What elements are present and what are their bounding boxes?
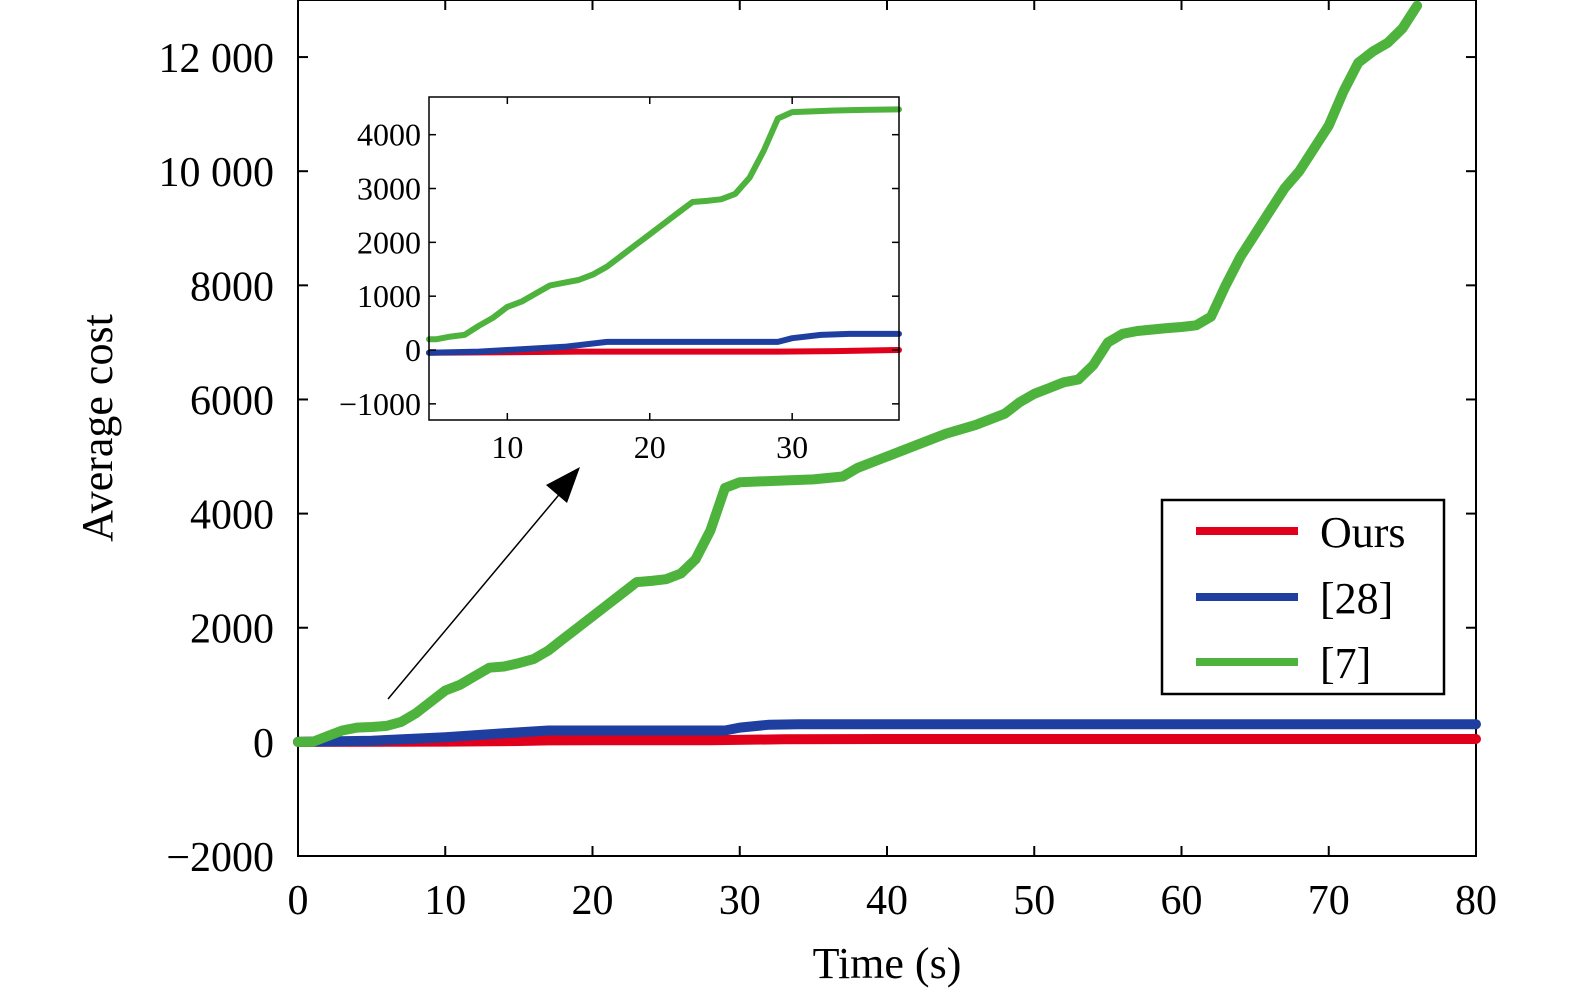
main-x-tick-label: 40 xyxy=(866,878,908,924)
main-y-tick-label: 2000 xyxy=(190,607,274,653)
inset-x-tick-label: 30 xyxy=(776,429,808,465)
inset-series-line-28 xyxy=(426,330,902,356)
main-x-tick-label: 30 xyxy=(719,878,761,924)
main-y-tick-label: 12 000 xyxy=(159,36,275,82)
inset-background xyxy=(429,97,899,420)
inset-x-tick-labels: 10 20 30 xyxy=(491,429,808,465)
inset-series-lines xyxy=(426,106,902,356)
inset-x-tick-label: 20 xyxy=(634,429,666,465)
main-y-tick-labels: −2000 0 2000 4000 6000 8000 10 000 12 000 xyxy=(159,36,275,881)
main-y-tick-label: 8000 xyxy=(190,264,274,310)
inset-plot-frame xyxy=(428,96,900,421)
main-series-line-ours xyxy=(293,734,1481,747)
legend: Ours [28] [7] xyxy=(1160,498,1446,696)
x-axis-label: Time (s) xyxy=(813,939,962,988)
main-x-tick-label: 10 xyxy=(424,878,466,924)
main-series-line-28 xyxy=(293,719,1481,747)
inset-y-tick-label: 1000 xyxy=(357,278,421,314)
main-y-tick-label: 4000 xyxy=(190,493,274,539)
main-x-tick-label: 70 xyxy=(1308,878,1350,924)
main-x-tick-labels: 0 10 20 30 40 50 60 70 80 xyxy=(288,878,1498,924)
main-series-line-7 xyxy=(293,0,1423,747)
inset-series-line-7 xyxy=(426,106,902,343)
main-x-tick-label: 80 xyxy=(1455,878,1497,924)
main-y-tick-label: 10 000 xyxy=(159,150,275,196)
inset-y-tick-label: 0 xyxy=(405,332,421,368)
main-x-tick-label: 20 xyxy=(572,878,614,924)
legend-label-ours: Ours xyxy=(1320,508,1406,557)
main-y-tick-label: −2000 xyxy=(166,835,274,881)
zoom-arrow xyxy=(387,483,569,700)
inset-series-line-ours xyxy=(426,347,902,356)
inset-y-tick-label: 2000 xyxy=(357,224,421,260)
main-x-tick-label: 60 xyxy=(1161,878,1203,924)
inset-y-tick-label: 4000 xyxy=(357,117,421,153)
main-y-tick-label: 0 xyxy=(253,721,274,767)
inset-axis-ticks xyxy=(429,97,899,420)
inset-x-tick-label: 10 xyxy=(491,429,523,465)
main-x-tick-label: 50 xyxy=(1013,878,1055,924)
main-y-tick-label: 6000 xyxy=(190,378,274,424)
y-axis-label: Average cost xyxy=(73,314,122,542)
inset-y-tick-label: 3000 xyxy=(357,171,421,207)
legend-label-28: [28] xyxy=(1320,574,1393,623)
main-series-lines xyxy=(293,0,1481,747)
legend-label-7: [7] xyxy=(1320,639,1371,688)
main-x-tick-label: 0 xyxy=(288,878,309,924)
zoom-arrowhead xyxy=(546,467,580,503)
inset-y-tick-labels: −1000 0 1000 2000 3000 4000 xyxy=(339,117,421,422)
inset-y-tick-label: −1000 xyxy=(339,386,421,422)
